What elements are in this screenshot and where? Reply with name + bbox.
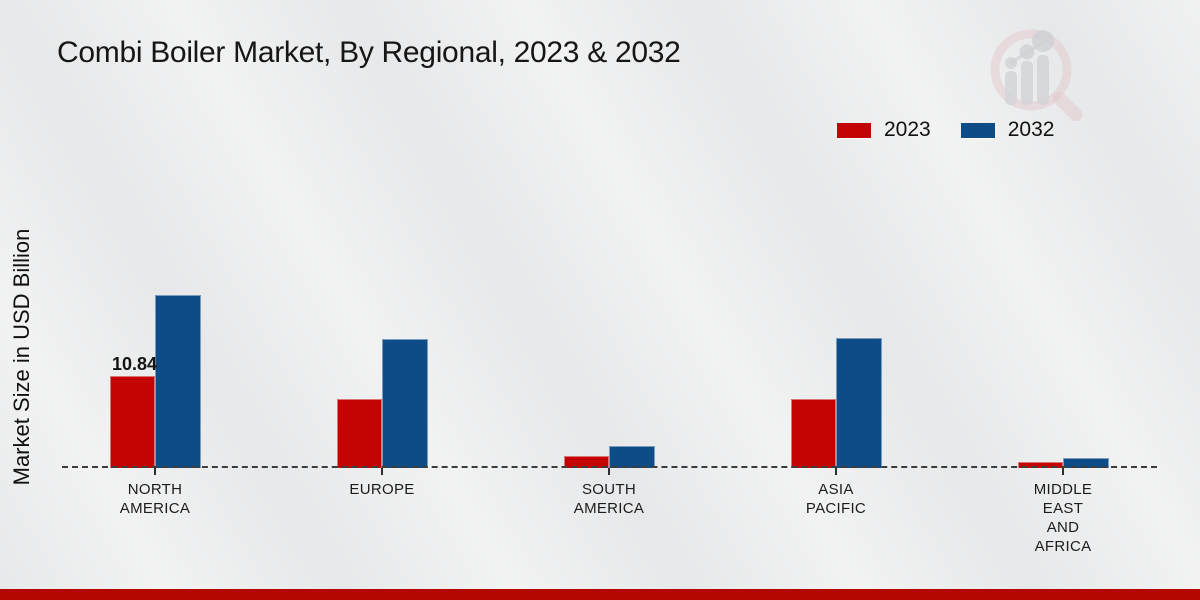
x-axis-tick-asia-pacific (835, 468, 837, 475)
legend-label-2023: 2023 (884, 118, 931, 141)
x-axis-tick-south-america (608, 468, 610, 475)
x-axis-tick-north-america (154, 468, 156, 475)
legend-item-2032: 2032 (960, 118, 1055, 142)
bottom-accent-bar (0, 589, 1200, 600)
bar-2032-south-america (609, 446, 655, 468)
x-axis-label-south-america: SOUTH AMERICA (573, 481, 645, 517)
bar-2023-europe (337, 399, 382, 468)
bar-2032-asia-pacific (836, 338, 882, 468)
bar-2032-north-america (155, 295, 201, 468)
legend-label-2032: 2032 (1007, 118, 1055, 141)
x-axis-tick-middle-east-and-africa (1062, 468, 1064, 475)
x-axis-baseline (62, 466, 1157, 468)
bar-2023-asia-pacific (791, 399, 836, 468)
bar-2032-europe (382, 339, 428, 468)
x-axis-label-middle-east-and-africa: MIDDLE EAST AND AFRICA (1033, 481, 1093, 555)
x-axis-label-asia-pacific: ASIA PACIFIC (805, 481, 867, 517)
magnifier-growth-logo-icon (990, 29, 1083, 121)
y-axis-label: Market Size in USD Billion (9, 228, 34, 486)
legend-item-2023: 2023 (837, 118, 931, 142)
bar-2023-south-america (564, 456, 609, 468)
legend-swatch-2032 (960, 122, 995, 138)
chart-title: Combi Boiler Market, By Regional, 2023 &… (57, 36, 681, 69)
plot-area: NORTH AMERICA EUROPE SOUTH AMERICA ASIA PAC… (62, 282, 1158, 555)
legend: 2023 2032 (837, 118, 1084, 142)
bar-value-label: 10.84 (111, 354, 158, 374)
legend-swatch-2023 (837, 122, 871, 138)
bar-2023-north-america (110, 376, 155, 468)
x-axis-tick-europe (381, 468, 383, 475)
bar-2023-middle-east-and-africa (1018, 462, 1063, 468)
x-axis-label-europe: EUROPE (349, 481, 415, 498)
bar-2032-middle-east-and-africa (1063, 458, 1109, 468)
x-axis-label-north-america: NORTH AMERICA (119, 481, 191, 517)
